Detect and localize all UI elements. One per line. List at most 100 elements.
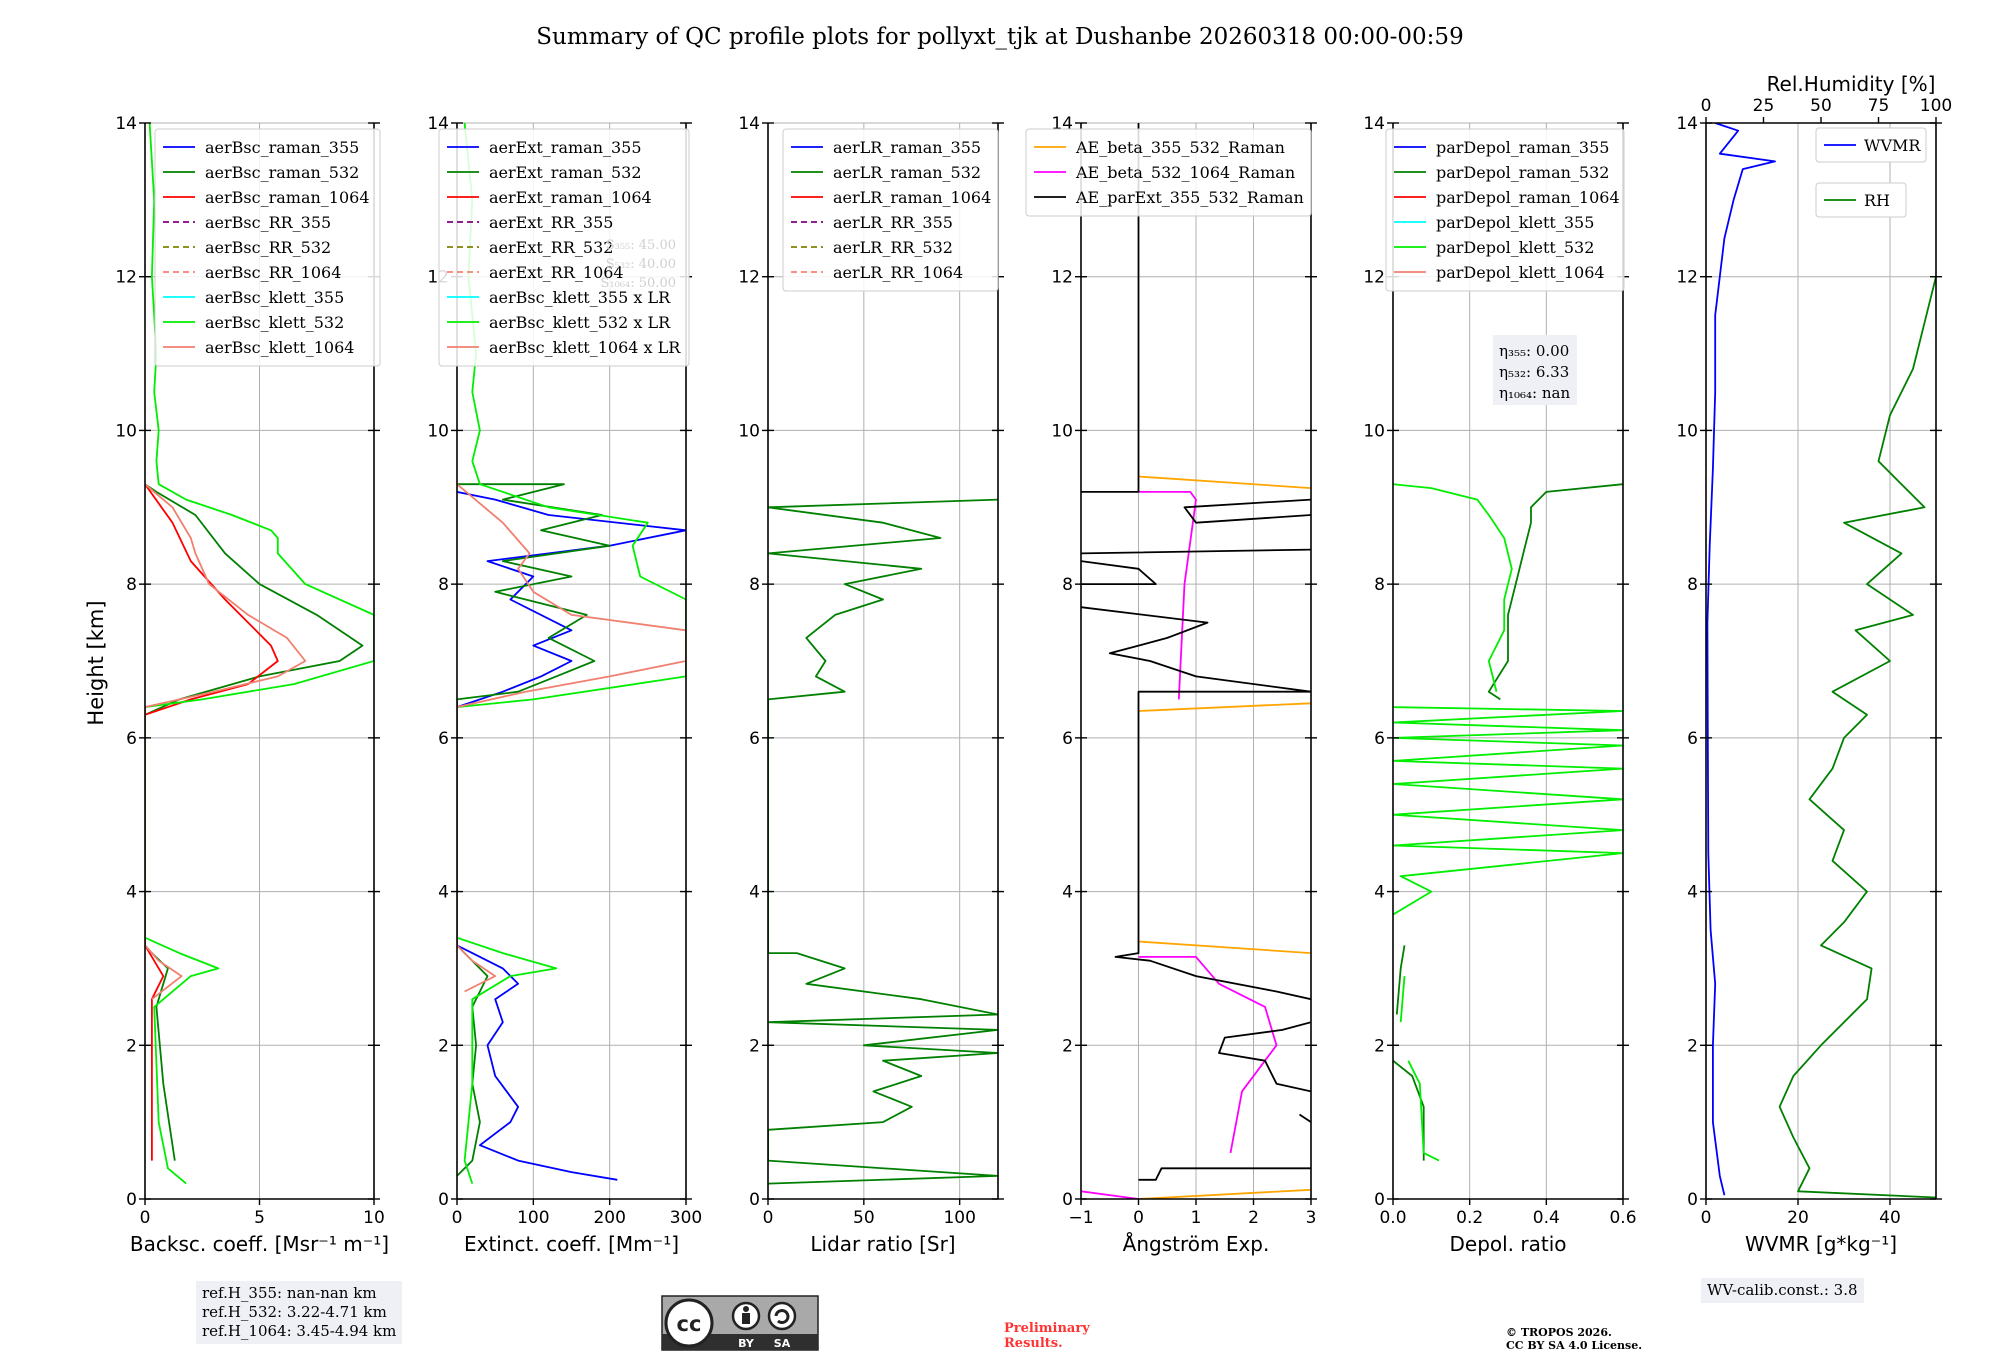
x-tick-label: 10: [363, 1208, 385, 1228]
series-line-aerExt_raman_532: [457, 483, 611, 1177]
series-line-aerBsc_klett_1064: [145, 483, 307, 1000]
x-tick-label: 0: [1701, 1208, 1712, 1228]
x-tick-label: 200: [593, 1208, 625, 1228]
series-line-RH: [1778, 276, 1936, 1199]
series-group: [457, 123, 686, 1184]
y-tick-label: 6: [749, 729, 760, 749]
legend-box: [438, 128, 690, 367]
y-tick-label: 6: [126, 729, 137, 749]
x-tick-label: 0: [140, 1208, 151, 1228]
y-tick-label: 12: [1363, 268, 1385, 288]
y-tick-label: 0: [438, 1190, 449, 1210]
legend-label: aerBsc_RR_1064: [205, 263, 341, 282]
legend-label: parDepol_klett_1064: [1436, 263, 1605, 282]
series-group: [1706, 123, 1936, 1199]
y-tick-label: 12: [1051, 268, 1073, 288]
wv-calibration-box: WV-calib.const.: 3.8: [1701, 1278, 1864, 1303]
lidar-ratio-annotation: S₅₃₂: 40.00: [606, 257, 676, 272]
by-label: BY: [738, 1337, 755, 1350]
y-tick-label: 8: [438, 575, 449, 595]
legend-label: RH: [1864, 191, 1890, 210]
legend-box: [782, 128, 999, 292]
legend-label: aerExt_raman_1064: [489, 188, 652, 207]
y-tick-label: 10: [738, 421, 760, 441]
cc-icon: [664, 1298, 714, 1348]
preliminary-line-1: Preliminary: [1004, 1321, 1090, 1336]
eta-annotation: η₅₃₂: 6.33: [1499, 363, 1569, 381]
y-tick-label: 2: [438, 1036, 449, 1056]
y-tick-label: 8: [1687, 575, 1698, 595]
x-axis-label: WVMR [g*kg⁻¹]: [1745, 1232, 1897, 1256]
series-group: [768, 498, 998, 1185]
subplot-1: 0 2 4 6 8 10 12 14 0 5 10 Backsc. coeff. [Msr⁻¹ m⁻¹…: [115, 114, 389, 1256]
y-tick-label: 8: [1062, 575, 1073, 595]
x-tick-label: 2: [1248, 1208, 1259, 1228]
legend-label: aerBsc_RR_532: [205, 238, 331, 257]
x-tick-label: 0.0: [1379, 1208, 1406, 1228]
y-tick-label: 10: [1051, 421, 1073, 441]
x-tick-label: 5: [254, 1208, 265, 1228]
y-tick-label: 6: [438, 729, 449, 749]
legend-box: [1815, 182, 1907, 218]
lidar-ratio-annotation: S₁₀₆₄: 50.00: [601, 276, 676, 291]
y-tick-label: 10: [1676, 421, 1698, 441]
sa-label: SA: [774, 1337, 791, 1350]
x-axis-label: Backsc. coeff. [Msr⁻¹ m⁻¹]: [130, 1232, 389, 1256]
y-tick-label: 2: [1374, 1036, 1385, 1056]
legend-label: aerLR_RR_355: [833, 213, 953, 232]
x-tick-label: 0: [1133, 1208, 1144, 1228]
series-line-AE_beta_532_1064_Raman: [1081, 491, 1278, 1199]
legend-label: parDepol_klett_355: [1436, 213, 1594, 232]
x-tick-label: 0: [452, 1208, 463, 1228]
x-tick-label: 100: [517, 1208, 549, 1228]
y-tick-label: 4: [1062, 883, 1073, 903]
x-tick-label: 300: [670, 1208, 702, 1228]
legend-label: parDepol_raman_532: [1436, 163, 1609, 182]
legend-label: parDepol_klett_532: [1436, 238, 1594, 257]
eta-annotation: η₁₀₆₄: nan: [1499, 384, 1570, 402]
y-tick-label: 10: [427, 421, 449, 441]
legend-label: parDepol_raman_1064: [1436, 188, 1620, 207]
eta-annotation: η₃₅₅: 0.00: [1499, 342, 1569, 360]
series-line-AE_beta_355_532_Raman: [1138, 475, 1311, 1199]
x-tick-label: −1: [1068, 1208, 1093, 1228]
y-tick-label: 2: [126, 1036, 137, 1056]
y-tick-label: 8: [1374, 575, 1385, 595]
x-axis-label: Ångström Exp.: [1123, 1232, 1270, 1256]
legend-label: aerExt_RR_532: [489, 238, 613, 257]
legend-label: aerBsc_klett_1064 x LR: [489, 338, 681, 357]
series-line-aerBsc_raman_1064: [145, 483, 279, 1161]
legend-label: AE_parExt_355_532_Raman: [1075, 188, 1304, 207]
ref-h-355: ref.H_355: nan-nan km: [202, 1284, 377, 1302]
series-group: [145, 123, 374, 1185]
copyright-line-1: © TROPOS 2026.: [1506, 1326, 1612, 1339]
series-line-aerBsc_klett_532: [145, 123, 374, 1185]
y-tick-label: 2: [749, 1036, 760, 1056]
x2-tick-label: 25: [1753, 96, 1775, 116]
y-tick-label: 12: [738, 268, 760, 288]
y-tick-label: 2: [1062, 1036, 1073, 1056]
x-tick-label: 1: [1191, 1208, 1202, 1228]
x-axis-label: Extinct. coeff. [Mm⁻¹]: [464, 1232, 679, 1256]
x2-tick-label: 75: [1868, 96, 1890, 116]
series-group: [1081, 123, 1311, 1199]
y-tick-label: 12: [1676, 268, 1698, 288]
x2-tick-label: 100: [1920, 96, 1952, 116]
copyright-line-2: CC BY SA 4.0 License.: [1506, 1339, 1642, 1352]
cc-license-badge[interactable]: cc BY SA: [661, 1295, 819, 1351]
x2-tick-label: 50: [1810, 96, 1832, 116]
series-line-aerBsc_raman_532: [145, 483, 364, 1161]
legend-label: WVMR: [1864, 136, 1921, 155]
series-line-aerBsc_klett_1064 x LR: [457, 483, 686, 993]
y-tick-label: 8: [749, 575, 760, 595]
legend-label: aerLR_raman_355: [833, 138, 981, 157]
legend-label: aerBsc_klett_355: [205, 288, 344, 307]
y-tick-label: 4: [749, 883, 760, 903]
legend-label: AE_beta_355_532_Raman: [1075, 138, 1285, 157]
legend-label: aerBsc_klett_532 x LR: [489, 313, 671, 332]
legend-label: AE_beta_532_1064_Raman: [1075, 163, 1295, 182]
